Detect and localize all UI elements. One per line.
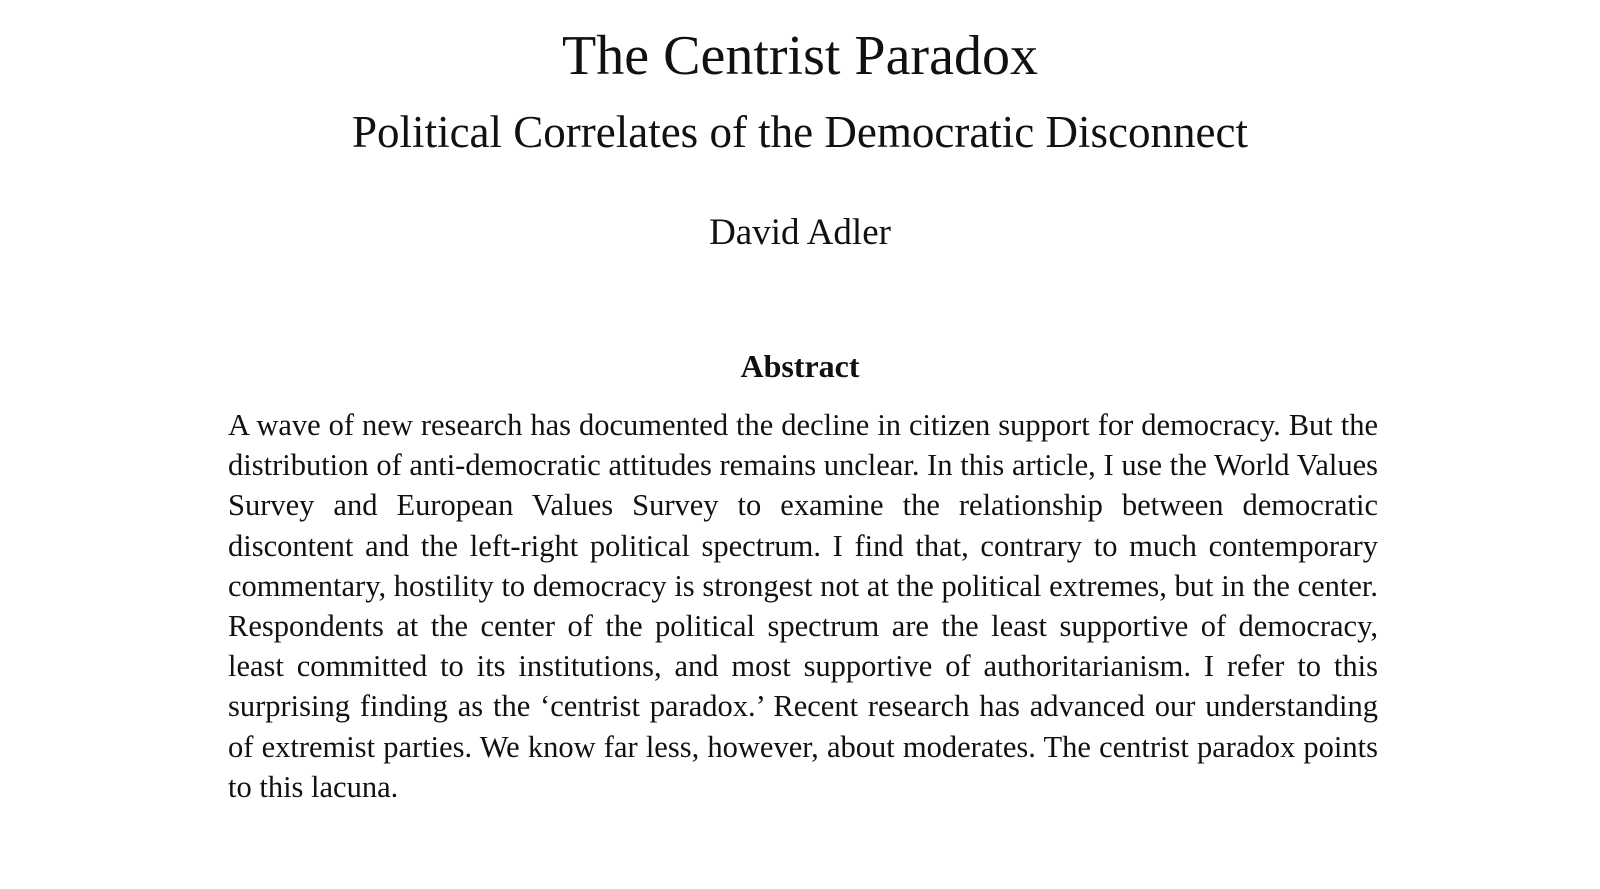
paper-title: The Centrist Paradox — [562, 25, 1038, 87]
paper-subtitle: Political Correlates of the Democratic D… — [352, 107, 1248, 157]
paper-author: David Adler — [709, 212, 891, 253]
abstract-heading: Abstract — [740, 348, 860, 384]
abstract-body: A wave of new research has documented th… — [228, 408, 1378, 804]
